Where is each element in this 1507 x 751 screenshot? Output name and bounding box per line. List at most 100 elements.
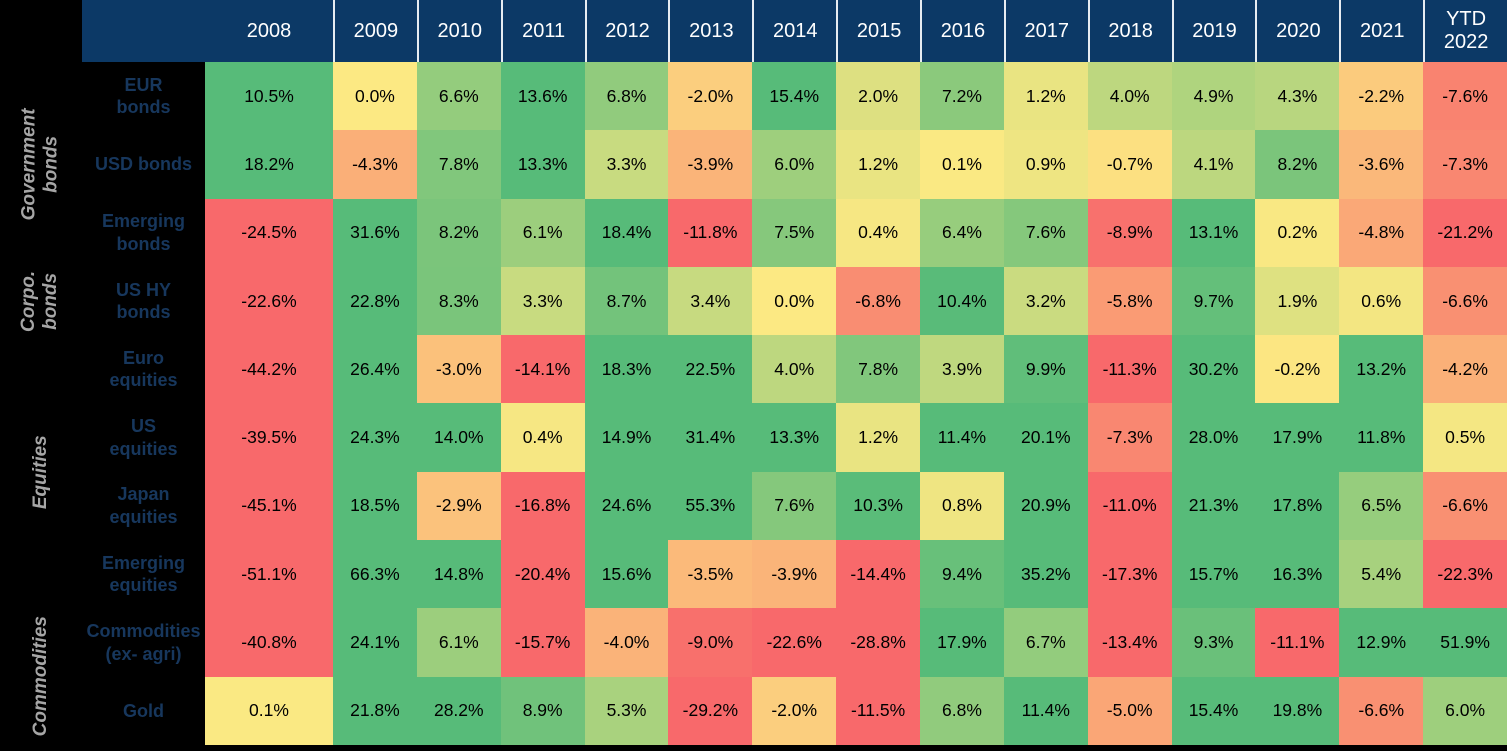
heatmap-cell: -11.5%	[836, 676, 921, 745]
table-row: EUR bonds 10.5% 0.0% 6.6% 13.6% 6.8% -2.0% 15.4…	[82, 62, 1507, 131]
heatmap-cell: -2.0%	[668, 62, 753, 131]
heatmap-cell: 4.9%	[1171, 62, 1256, 131]
heatmap-cell: -2.2%	[1339, 62, 1424, 131]
row-label: EUR bonds	[82, 62, 205, 131]
heatmap-cell: 0.1%	[920, 130, 1004, 199]
row-group-label-text: Commodities	[29, 616, 51, 737]
heatmap-cell: 8.2%	[1255, 130, 1340, 199]
column-header: 2021	[1339, 0, 1423, 62]
heatmap-cell: -5.8%	[1087, 266, 1172, 336]
heatmap-cell: 12.9%	[1339, 608, 1424, 677]
heatmap-cell: -2.9%	[416, 471, 501, 541]
row-label: Emerging equities	[82, 540, 205, 609]
heatmap-cell: -8.9%	[1087, 198, 1172, 267]
heatmap-cell: 0.9%	[1003, 130, 1088, 199]
heatmap-cell: 19.8%	[1255, 676, 1340, 745]
heatmap-cell: 11.4%	[920, 403, 1004, 472]
heatmap-cell: 6.4%	[920, 198, 1004, 267]
heatmap-cell: -11.1%	[1255, 608, 1340, 677]
heatmap-cell: 55.3%	[668, 471, 753, 541]
heatmap-cell: -3.0%	[416, 335, 501, 404]
heatmap-cell: 11.8%	[1339, 403, 1424, 472]
heatmap-cell: 4.0%	[1087, 62, 1172, 131]
heatmap-cell: 17.8%	[1255, 471, 1340, 541]
heatmap-cell: 0.4%	[500, 403, 585, 472]
heatmap-cell: 10.4%	[920, 266, 1004, 336]
column-header: 2017	[1003, 0, 1088, 62]
heatmap-cell: 14.0%	[416, 403, 501, 472]
heatmap-cell: 13.3%	[500, 130, 585, 199]
heatmap-cell: -7.3%	[1087, 403, 1172, 472]
heatmap-cell: -6.6%	[1423, 471, 1507, 541]
column-header: 2012	[584, 0, 669, 62]
row-group-label: Equities	[0, 335, 82, 608]
column-header: 2018	[1087, 0, 1172, 62]
heatmap-cell: 8.3%	[416, 266, 501, 336]
column-header: 2013	[668, 0, 752, 62]
heatmap-cell: 0.1%	[205, 676, 333, 745]
column-header: 2019	[1171, 0, 1256, 62]
row-label: Emerging bonds	[82, 198, 205, 267]
heatmap-cell: -6.6%	[1423, 266, 1507, 336]
heatmap-cell: 3.3%	[584, 130, 669, 199]
heatmap-cell: 16.3%	[1255, 540, 1340, 609]
heatmap-cell: 22.8%	[333, 266, 417, 336]
heatmap-cell: -16.8%	[500, 471, 585, 541]
header-spacer	[82, 0, 205, 62]
heatmap-cell: 1.9%	[1255, 266, 1340, 336]
heatmap-cell: 66.3%	[333, 540, 417, 609]
column-header: 2014	[752, 0, 836, 62]
heatmap-cell: 6.8%	[920, 676, 1004, 745]
category-strip: Government bonds Corpo. bonds Equities Comm…	[0, 0, 82, 751]
heatmap-cell: 30.2%	[1171, 335, 1256, 404]
heatmap-cell: 18.5%	[333, 471, 417, 541]
row-label: Commodities (ex- agri)	[82, 608, 205, 677]
heatmap-cell: -24.5%	[205, 198, 333, 267]
heatmap-cell: 17.9%	[920, 608, 1004, 677]
heatmap-cell: 6.1%	[416, 608, 501, 677]
heatmap-cell: 9.7%	[1171, 266, 1256, 336]
heatmap-cell: -9.0%	[668, 608, 753, 677]
heatmap-cell: -29.2%	[668, 676, 753, 745]
heatmap-cell: -4.3%	[333, 130, 417, 199]
heatmap-cell: 20.1%	[1003, 403, 1088, 472]
heatmap-cell: 51.9%	[1423, 608, 1507, 677]
heatmap-cell: 3.3%	[500, 266, 585, 336]
year-header-row: 2008 2009 2010 2011 2012 2013 2014 2015 2016 2017…	[82, 0, 1507, 62]
table-row: Gold 0.1% 21.8% 28.2% 8.9% 5.3% -29.2% -2.0% -11…	[82, 676, 1507, 745]
heatmap-cell: -22.6%	[205, 266, 333, 336]
heatmap-cell: -45.1%	[205, 471, 333, 541]
table-row: Emerging bonds -24.5% 31.6% 8.2% 6.1% 18.4% -1…	[82, 198, 1507, 267]
heatmap-cell: 26.4%	[333, 335, 417, 404]
row-group-label: Commodities	[0, 608, 82, 745]
heatmap-cell: 9.9%	[1003, 335, 1088, 404]
heatmap-cell: 6.7%	[1003, 608, 1088, 677]
row-label: Euro equities	[82, 335, 205, 404]
heatmap-cell: 15.6%	[584, 540, 669, 609]
heatmap-cell: 4.3%	[1255, 62, 1340, 131]
row-label: US HY bonds	[82, 266, 205, 336]
table-row: USD bonds 18.2% -4.3% 7.8% 13.3% 3.3% -3.9% 6.0…	[82, 130, 1507, 199]
row-label: Japan equities	[82, 471, 205, 541]
heatmap-cell: 7.5%	[752, 198, 837, 267]
heatmap-cell: 7.8%	[836, 335, 921, 404]
heatmap-cell: 0.0%	[752, 266, 837, 336]
heatmap-cell: 4.1%	[1171, 130, 1256, 199]
heatmap-cell: 13.6%	[500, 62, 585, 131]
heatmap-cell: -4.2%	[1423, 335, 1507, 404]
heatmap-cell: 3.9%	[920, 335, 1004, 404]
heatmap-cell: 2.0%	[836, 62, 921, 131]
heatmap-cell: -6.8%	[836, 266, 921, 336]
heatmap-cell: 8.2%	[416, 198, 501, 267]
heatmap-cell: -22.3%	[1423, 540, 1507, 609]
heatmap-cell: 0.4%	[836, 198, 921, 267]
table-row: Euro equities -44.2% 26.4% -3.0% -14.1% 18.3%…	[82, 335, 1507, 404]
heatmap-cell: -13.4%	[1087, 608, 1172, 677]
column-header: 2010	[416, 0, 501, 62]
heatmap-cell: -2.0%	[752, 676, 837, 745]
heatmap-cell: 13.3%	[752, 403, 837, 472]
heatmap-cell: -40.8%	[205, 608, 333, 677]
heatmap-cell: 10.3%	[836, 471, 921, 541]
row-group-label: Government bonds	[0, 62, 82, 267]
table-row: US HY bonds -22.6% 22.8% 8.3% 3.3% 8.7% 3.4% 0.…	[82, 266, 1507, 336]
